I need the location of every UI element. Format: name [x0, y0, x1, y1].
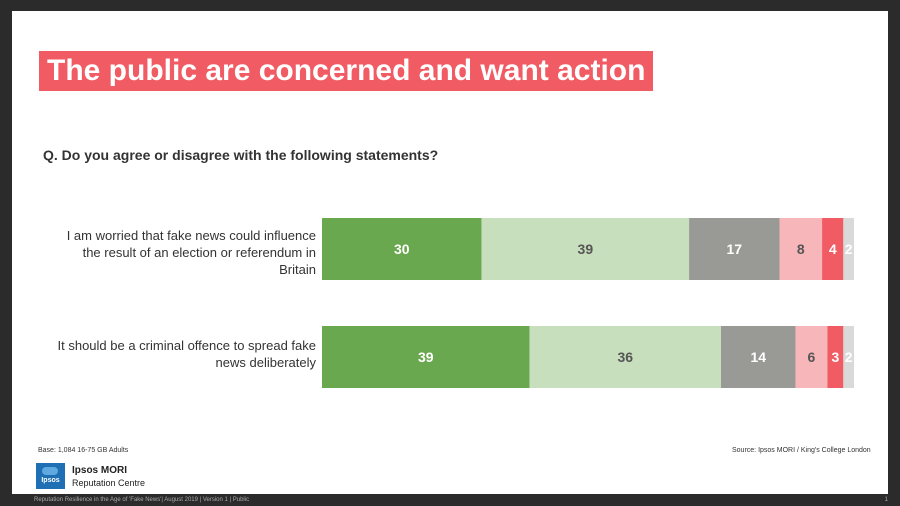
bar-value-label-row2-seg4: 6 [808, 349, 816, 365]
row-label-1-line-1: I am worried that fake news could influe… [66, 228, 316, 243]
bar-segment-row1-seg2 [481, 218, 690, 280]
bar-segment-row2-seg5 [827, 326, 844, 388]
bar-value-label-row1-seg1: 30 [394, 241, 410, 257]
row-label-2-line-1: It should be a criminal offence to sprea… [57, 338, 316, 353]
bar-value-label-row1-seg5: 4 [829, 241, 837, 257]
slide: The public are concerned and want action… [12, 11, 888, 494]
question-text: Q. Do you agree or disagree with the fol… [43, 147, 439, 163]
bar-segment-row2-seg2 [529, 326, 721, 388]
bar-value-label-row2-seg3: 14 [750, 349, 766, 365]
bottom-footer-text: Reputation Resilience in the Age of 'Fak… [34, 497, 250, 503]
bar-value-label-row1-seg4: 8 [797, 241, 805, 257]
bar-segment-row2-seg1 [322, 326, 530, 388]
row-label-2-line-2: news deliberately [215, 355, 316, 370]
bar-segment-row1-seg3 [689, 218, 780, 280]
bar-value-label-row1-seg6: 2 [845, 241, 853, 257]
stacked-bar-chart: 30 39 17 8 4 239 36 14 6 3 2 [322, 218, 854, 388]
brand-subtitle: Reputation Centre [72, 478, 146, 488]
ipsos-logo-text: Ipsos [41, 477, 60, 484]
bar-value-label-row2-seg2: 36 [617, 349, 633, 365]
bar-value-label-row1-seg3: 17 [727, 241, 743, 257]
bar-segment-row2-seg4 [795, 326, 828, 388]
row-label-1-line-3: Britain [279, 262, 316, 277]
bar-segment-row2-seg3 [721, 326, 796, 388]
ipsos-logo-mark [42, 467, 58, 475]
bar-segment-row1-seg1 [322, 218, 482, 280]
bar-segment-row1-seg6 [843, 218, 854, 280]
bar-segment-row1-seg5 [822, 218, 844, 280]
ipsos-logo: Ipsos [36, 463, 65, 489]
bar-value-label-row2-seg6: 2 [845, 349, 853, 365]
bar-segment-row2-seg6 [843, 326, 854, 388]
brand-name: Ipsos MORI [72, 465, 128, 476]
bar-segment-row1-seg4 [779, 218, 823, 280]
row-label-1: I am worried that fake news could influe… [26, 227, 316, 278]
page-number: 1 [884, 497, 888, 503]
bar-value-label-row2-seg1: 39 [418, 349, 434, 365]
base-note: Base: 1,084 16-75 GB Adults [38, 447, 129, 454]
row-label-2: It should be a criminal offence to sprea… [26, 337, 316, 371]
bottom-bar: Reputation Resilience in the Age of 'Fak… [12, 494, 888, 506]
row-label-1-line-2: the result of an election or referendum … [82, 245, 316, 260]
slide-title: The public are concerned and want action [39, 51, 654, 91]
bar-value-label-row1-seg2: 39 [578, 241, 594, 257]
bar-value-label-row2-seg5: 3 [831, 349, 839, 365]
source-note: Source: Ipsos MORI / King's College Lond… [732, 447, 871, 454]
